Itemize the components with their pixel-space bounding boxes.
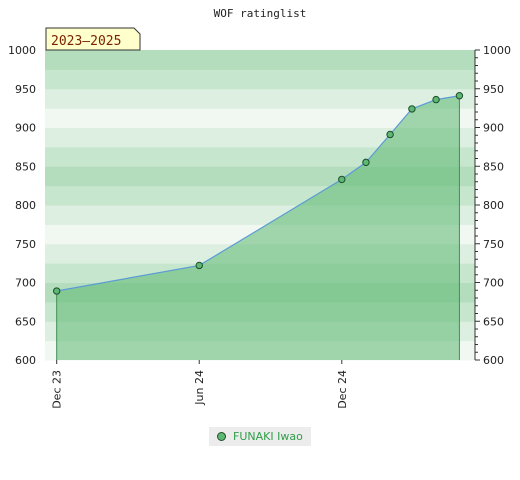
y-tick-label-left: 950 xyxy=(15,83,36,96)
axes: 600 600 650 650 700 700 750 750 800 800 850 850 900 9… xyxy=(8,44,511,409)
y-tick-label-right: 750 xyxy=(483,238,504,251)
period-label: 2023–2025 xyxy=(51,34,121,49)
y-tick-label-left: 750 xyxy=(15,238,36,251)
background-band xyxy=(45,50,475,70)
y-tick-label-right: 1000 xyxy=(483,44,511,57)
y-tick-label-right: 800 xyxy=(483,199,504,212)
data-point xyxy=(432,95,440,104)
area-layer xyxy=(56,95,460,360)
data-point xyxy=(455,92,464,100)
period-badge: 2023–2025 xyxy=(45,27,141,51)
y-tick-label-left: 850 xyxy=(15,160,36,173)
y-tick-label-right: 700 xyxy=(483,277,504,290)
legend-marker-icon xyxy=(217,432,226,441)
data-point xyxy=(386,130,394,139)
data-point xyxy=(52,287,61,295)
x-tick-label: Dec 23 xyxy=(51,370,64,409)
y-tick-label-left: 900 xyxy=(15,122,36,135)
data-point xyxy=(338,175,346,184)
data-points xyxy=(52,92,464,295)
legend[interactable]: FUNAKI Iwao xyxy=(209,427,311,446)
y-tick-label-left: 700 xyxy=(15,277,36,290)
background-band xyxy=(45,88,475,109)
data-point xyxy=(408,105,416,113)
chart-title: WOF ratinglist xyxy=(214,7,307,20)
x-tick-label: Jun 24 xyxy=(193,370,206,406)
y-tick-label-right: 900 xyxy=(483,122,504,135)
y-tick-label-right: 600 xyxy=(483,354,504,367)
x-tick-label: Dec 24 xyxy=(336,370,349,409)
background-band xyxy=(45,69,475,90)
series-area xyxy=(56,95,460,360)
y-tick-label-left: 800 xyxy=(15,199,36,212)
y-tick-label-right: 850 xyxy=(483,160,504,173)
y-tick-label-right: 650 xyxy=(483,315,504,328)
data-point xyxy=(195,261,203,270)
y-tick-label-left: 1000 xyxy=(8,44,36,57)
y-tick-label-left: 600 xyxy=(15,354,36,367)
y-tick-label-left: 650 xyxy=(15,315,36,328)
legend-label: FUNAKI Iwao xyxy=(233,430,303,443)
background-band xyxy=(45,108,475,128)
data-point xyxy=(362,158,370,167)
series-line xyxy=(56,95,460,292)
background-band xyxy=(45,127,475,148)
y-tick-label-right: 950 xyxy=(483,83,504,96)
